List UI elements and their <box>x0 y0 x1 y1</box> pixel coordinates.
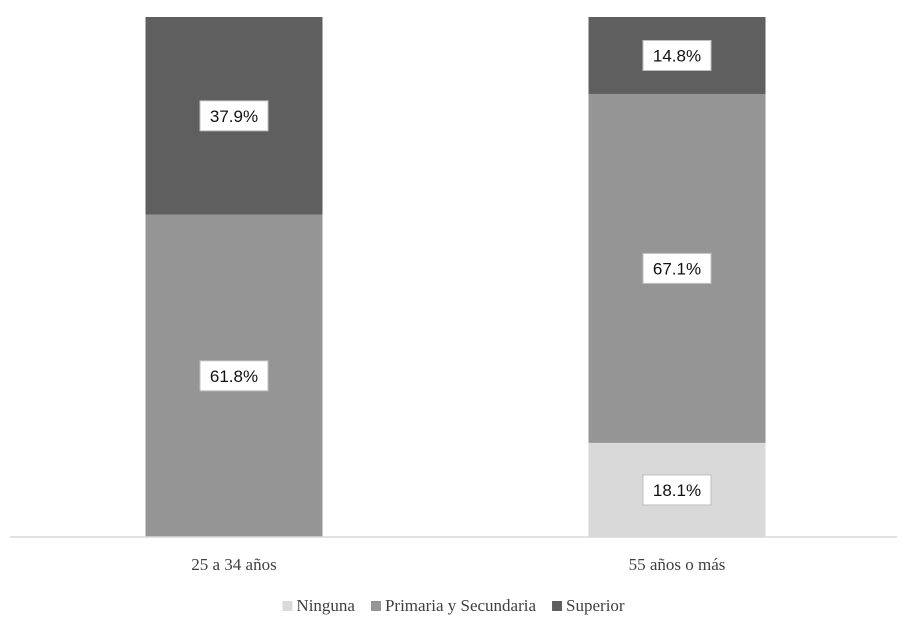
data-labels-group: 61.8% 37.9% 18.1% 67.1% 14.8% <box>199 39 712 506</box>
data-label-ninguna-55-anos-o-mas: 18.1% <box>653 481 701 500</box>
data-label-primaria-y-secundaria-25-a-34-anos: 61.8% <box>210 367 258 386</box>
legend-label-ninguna: Ninguna <box>296 596 355 615</box>
x-tick-labels-group: 25 a 34 años 55 años o más <box>191 555 725 574</box>
legend-swatch-ninguna <box>282 601 293 611</box>
legend-label-superior: Superior <box>566 596 625 615</box>
legend: Ninguna Primaria y Secundaria Superior <box>282 596 625 615</box>
data-label-box-superior-25-a-34-anos <box>199 100 269 132</box>
data-label-primaria-y-secundaria-55-anos-o-mas: 67.1% <box>653 259 701 278</box>
x-tick-label-55-anos-o-mas: 55 años o más <box>629 555 726 574</box>
x-tick-label-25-a-34-anos: 25 a 34 años <box>191 555 276 574</box>
legend-label-primaria-y-secundaria: Primaria y Secundaria <box>385 596 537 615</box>
data-label-superior-25-a-34-anos: 37.9% <box>210 107 258 126</box>
data-label-box-ninguna-55-anos-o-mas <box>642 474 712 506</box>
data-label-box-primaria-y-secundaria-25-a-34-anos <box>199 360 269 392</box>
data-label-superior-55-anos-o-mas: 14.8% <box>653 46 701 65</box>
data-label-box-superior-55-anos-o-mas <box>642 39 712 71</box>
legend-swatch-superior <box>552 601 563 611</box>
legend-swatch-primaria-y-secundaria <box>370 601 381 611</box>
data-label-box-primaria-y-secundaria-55-anos-o-mas <box>642 252 712 284</box>
